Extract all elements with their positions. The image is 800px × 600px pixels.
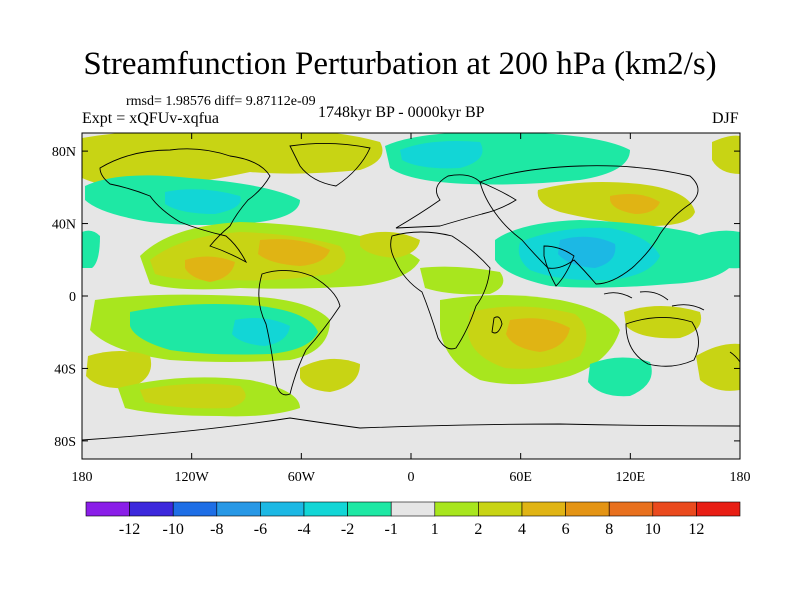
field-south-pacific-min xyxy=(232,318,290,346)
colorbar-label: 2 xyxy=(474,521,482,538)
coastline-south-america xyxy=(258,270,341,396)
field-arctic-east-positive xyxy=(712,135,740,174)
colorbar-swatch xyxy=(172,501,218,517)
colorbar-label: -4 xyxy=(297,521,310,538)
colorbar-swatch xyxy=(565,501,610,517)
colorbar-swatch xyxy=(608,501,654,517)
field-north-pacific-min xyxy=(165,189,241,214)
colorbar-label: -12 xyxy=(119,521,140,538)
x-tick-label: 0 xyxy=(408,470,415,485)
field-layers xyxy=(82,133,740,417)
colorbar-swatch xyxy=(216,501,261,517)
field-west-pacific-negative xyxy=(696,230,740,269)
colorbar-swatch xyxy=(347,501,392,517)
field-east-pacific-max xyxy=(185,256,235,282)
colorbar-swatch xyxy=(260,501,305,517)
y-tick-label: 0 xyxy=(69,290,76,305)
field-drake-positive-core xyxy=(140,383,246,409)
coastline-north-america xyxy=(99,148,271,264)
y-tick-label: 80N xyxy=(52,145,76,160)
colorbar-swatch xyxy=(652,501,697,517)
colorbar-swatch xyxy=(434,501,479,517)
y-tick-label: 40N xyxy=(52,218,76,233)
rmsd-stats-label: rmsd= 1.98576 diff= 9.87112e-09 xyxy=(126,94,316,109)
colorbar-label: 4 xyxy=(518,521,526,538)
y-tick-label: 80S xyxy=(54,435,76,450)
season-label: DJF xyxy=(712,110,739,127)
field-south-pacific-high-positive xyxy=(86,351,152,389)
coastline-antarctica xyxy=(82,417,740,441)
colorbar-swatch xyxy=(390,501,436,517)
coastline-indonesia xyxy=(603,291,705,311)
coastline-asia xyxy=(479,165,699,285)
field-southern-ocean-east-positive xyxy=(696,343,740,391)
colorbar-swatch xyxy=(129,501,174,517)
field-east-asia-max xyxy=(610,194,660,214)
colorbar-label: 12 xyxy=(688,521,704,538)
colorbar-label: -2 xyxy=(341,521,354,538)
coastline-greenland xyxy=(289,142,371,187)
colorbar-label: 8 xyxy=(605,521,613,538)
field-south-atlantic-positive xyxy=(300,358,360,392)
colorbar-label: 10 xyxy=(645,521,661,538)
field-atlantic-west-negative xyxy=(82,230,100,268)
coastline-madagascar xyxy=(491,316,503,334)
colorbar-label: 1 xyxy=(431,521,439,538)
chart-title: Streamfunction Perturbation at 200 hPa (… xyxy=(83,46,717,82)
x-tick-label: 180 xyxy=(72,470,93,485)
colorbar-label: -8 xyxy=(210,521,223,538)
coastlines xyxy=(82,142,740,441)
field-west-africa-positive xyxy=(360,231,420,258)
colorbar-swatch xyxy=(696,501,741,517)
field-southern-ocean-negative xyxy=(588,357,652,397)
colorbar-label: -6 xyxy=(254,521,267,538)
coastline-australia xyxy=(625,317,699,367)
colorbar-swatch xyxy=(478,501,523,517)
x-tick-label: 120E xyxy=(616,470,646,485)
field-north-atlantic-min xyxy=(400,141,483,169)
colorbar-label: -1 xyxy=(385,521,398,538)
coastline-africa xyxy=(390,231,491,350)
colorbar: -12 -10 -8 -6 -4 -2 -1 1 2 4 6 8 10 12 xyxy=(85,501,741,538)
map-axes: 180 120W 60W 0 60E 120E 180 80N 40N 0 40S 80S xyxy=(52,133,751,485)
period-label: 1748kyr BP - 0000kyr BP xyxy=(318,104,485,121)
colorbar-swatch xyxy=(521,501,566,517)
colorbar-swatch xyxy=(85,501,130,517)
experiment-label: Expt = xQFUv-xqfua xyxy=(82,110,220,127)
y-tick-label: 40S xyxy=(54,362,76,377)
x-tick-label: 180 xyxy=(730,470,751,485)
coastline-india xyxy=(543,245,575,287)
x-tick-label: 60W xyxy=(288,470,316,485)
field-australia-positive xyxy=(624,306,702,339)
colorbar-label: 6 xyxy=(562,521,570,538)
colorbar-label: -10 xyxy=(163,521,184,538)
field-central-america-max xyxy=(258,239,330,266)
field-tropical-atlantic-positive xyxy=(420,266,504,295)
colorbar-swatch xyxy=(303,501,348,517)
x-tick-label: 120W xyxy=(175,470,210,485)
x-tick-label: 60E xyxy=(509,470,532,485)
field-indian-ocean-max xyxy=(506,318,570,352)
coastline-new-zealand xyxy=(729,351,740,363)
